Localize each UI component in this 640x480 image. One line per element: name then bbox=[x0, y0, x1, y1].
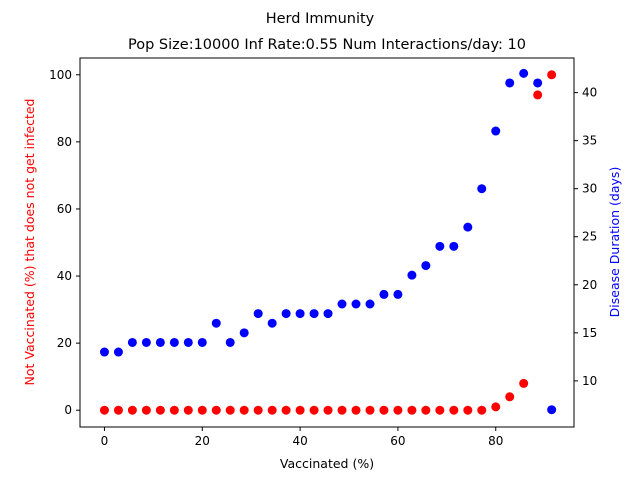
not-infected-point bbox=[407, 405, 417, 415]
duration-point bbox=[379, 289, 389, 299]
y-left-tick-label: 20 bbox=[57, 336, 72, 350]
y-right-tick-label: 20 bbox=[582, 278, 597, 292]
x-axis-label: Vaccinated (%) bbox=[280, 456, 374, 471]
duration-point bbox=[547, 405, 557, 415]
duration-point bbox=[337, 299, 347, 309]
y-left-tick-label: 0 bbox=[64, 403, 72, 417]
duration-point bbox=[365, 299, 375, 309]
not-infected-point bbox=[183, 405, 193, 415]
duration-point bbox=[267, 318, 277, 328]
duration-point bbox=[141, 337, 151, 347]
not-infected-point bbox=[211, 405, 221, 415]
not-infected-point bbox=[379, 405, 389, 415]
not-infected-point bbox=[169, 405, 179, 415]
y-right-axis-label: Disease Duration (days) bbox=[607, 167, 622, 318]
not-infected-point bbox=[477, 405, 487, 415]
not-infected-point bbox=[113, 405, 123, 415]
not-infected-point bbox=[239, 405, 249, 415]
duration-point bbox=[295, 309, 305, 319]
y-right-tick-label: 15 bbox=[582, 326, 597, 340]
not-infected-point bbox=[435, 405, 445, 415]
duration-point bbox=[99, 347, 109, 357]
plot-points bbox=[99, 68, 557, 415]
not-infected-point bbox=[323, 405, 333, 415]
duration-point bbox=[491, 126, 501, 136]
duration-point bbox=[281, 309, 291, 319]
duration-point bbox=[505, 78, 515, 88]
duration-point bbox=[519, 68, 529, 78]
x-ticks: 0 20 40 60 80 bbox=[101, 427, 503, 448]
y-right-tick-label: 10 bbox=[582, 374, 597, 388]
not-infected-point bbox=[505, 392, 515, 402]
not-infected-point bbox=[533, 90, 543, 100]
y-right-tick-label: 35 bbox=[582, 134, 597, 148]
not-infected-point bbox=[491, 402, 501, 412]
duration-point bbox=[393, 289, 403, 299]
duration-point bbox=[113, 347, 123, 357]
y-right-tick-label: 30 bbox=[582, 182, 597, 196]
duration-point bbox=[253, 309, 263, 319]
duration-point bbox=[533, 78, 543, 88]
duration-point bbox=[435, 241, 445, 251]
not-infected-point bbox=[365, 405, 375, 415]
duration-point bbox=[127, 337, 137, 347]
x-tick-label: 40 bbox=[292, 434, 307, 448]
y-right-ticks: 10 15 20 25 30 35 40 bbox=[574, 86, 597, 388]
not-infected-point bbox=[449, 405, 459, 415]
not-infected-point bbox=[99, 405, 109, 415]
y-left-ticks: 0 20 40 60 80 100 bbox=[49, 68, 80, 417]
duration-point bbox=[323, 309, 333, 319]
duration-point bbox=[421, 261, 431, 271]
x-tick-label: 80 bbox=[488, 434, 503, 448]
y-right-tick-label: 25 bbox=[582, 230, 597, 244]
not-infected-point bbox=[295, 405, 305, 415]
not-infected-point bbox=[519, 378, 529, 388]
duration-point bbox=[463, 222, 473, 232]
duration-point bbox=[155, 337, 165, 347]
duration-point bbox=[407, 270, 417, 280]
not-infected-point bbox=[155, 405, 165, 415]
y-left-tick-label: 40 bbox=[57, 269, 72, 283]
y-left-tick-label: 100 bbox=[49, 68, 72, 82]
not-infected-point bbox=[393, 405, 403, 415]
not-infected-point bbox=[267, 405, 277, 415]
chart-title: Pop Size:10000 Inf Rate:0.55 Num Interac… bbox=[128, 37, 526, 53]
not-infected-point bbox=[225, 405, 235, 415]
duration-point bbox=[169, 337, 179, 347]
not-infected-point bbox=[463, 405, 473, 415]
duration-point bbox=[239, 328, 249, 338]
y-right-tick-label: 40 bbox=[582, 86, 597, 100]
not-infected-point bbox=[421, 405, 431, 415]
x-tick-label: 0 bbox=[101, 434, 109, 448]
not-infected-point bbox=[141, 405, 151, 415]
duration-point bbox=[197, 337, 207, 347]
not-infected-point bbox=[281, 405, 291, 415]
x-tick-label: 60 bbox=[390, 434, 405, 448]
y-left-tick-label: 80 bbox=[57, 135, 72, 149]
not-infected-point bbox=[127, 405, 137, 415]
duration-point bbox=[183, 337, 193, 347]
duration-point bbox=[211, 318, 221, 328]
duration-point bbox=[351, 299, 361, 309]
y-left-axis-label: Not Vaccinated (%) that does not get inf… bbox=[22, 99, 37, 386]
duration-point bbox=[477, 184, 487, 194]
duration-point bbox=[449, 241, 459, 251]
chart-suptitle: Herd Immunity bbox=[266, 11, 375, 27]
not-infected-point bbox=[547, 70, 557, 80]
not-infected-point bbox=[253, 405, 263, 415]
duration-point bbox=[225, 337, 235, 347]
y-left-tick-label: 60 bbox=[57, 202, 72, 216]
not-infected-point bbox=[337, 405, 347, 415]
not-infected-point bbox=[309, 405, 319, 415]
duration-point bbox=[309, 309, 319, 319]
x-tick-label: 20 bbox=[195, 434, 210, 448]
plot-frame bbox=[79, 57, 575, 428]
not-infected-point bbox=[351, 405, 361, 415]
not-infected-point bbox=[197, 405, 207, 415]
